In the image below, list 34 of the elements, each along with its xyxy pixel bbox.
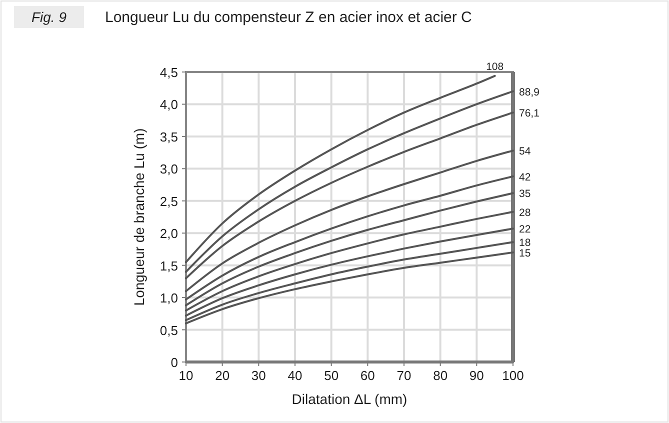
x-tick-label: 60	[360, 368, 375, 383]
x-tick-label: 10	[178, 368, 194, 383]
y-tick-label: 2,5	[160, 194, 178, 209]
x-tick-label: 70	[396, 368, 412, 383]
caption: Fig. 9	[31, 9, 67, 25]
series-label: 88,9	[519, 86, 540, 98]
series-label: 42	[519, 171, 531, 184]
y-tick-label: 0,5	[160, 322, 178, 338]
series-label: 76,1	[519, 108, 540, 120]
x-tick-label: 100	[502, 368, 524, 383]
series-label: 108	[486, 60, 504, 73]
x-tick-label: 30	[251, 368, 266, 383]
series-label: 22	[519, 224, 531, 236]
y-axis-title: Longueur de branche Lu (m)	[131, 128, 147, 306]
series-label: 15	[519, 247, 531, 260]
y-tick-label: 3,0	[160, 162, 178, 177]
y-tick-label: 3,5	[160, 129, 178, 144]
y-tick-label: 4,0	[160, 97, 178, 112]
x-tick-label: 50	[324, 368, 339, 383]
x-tick-label: 40	[288, 368, 302, 383]
y-tick-label: 0	[170, 355, 178, 370]
series-label: 54	[519, 146, 531, 158]
y-tick-label: 1,5	[160, 258, 178, 274]
y-tick-label: 4,5	[160, 65, 178, 80]
series-label: 18	[519, 237, 531, 250]
series-label: 28	[519, 206, 531, 219]
y-tick-label: 2,0	[160, 226, 178, 242]
x-axis-title: Dilatation ΔL (mm)	[292, 391, 408, 407]
chart-title: Longueur Lu du compensteur Z en acier inox et acier C	[105, 9, 472, 26]
x-tick-label: 20	[215, 368, 230, 383]
series-label: 35	[519, 188, 531, 200]
y-tick-label: 1,0	[160, 290, 178, 306]
x-tick-label: 90	[469, 368, 484, 383]
x-tick-label: 80	[433, 368, 448, 383]
